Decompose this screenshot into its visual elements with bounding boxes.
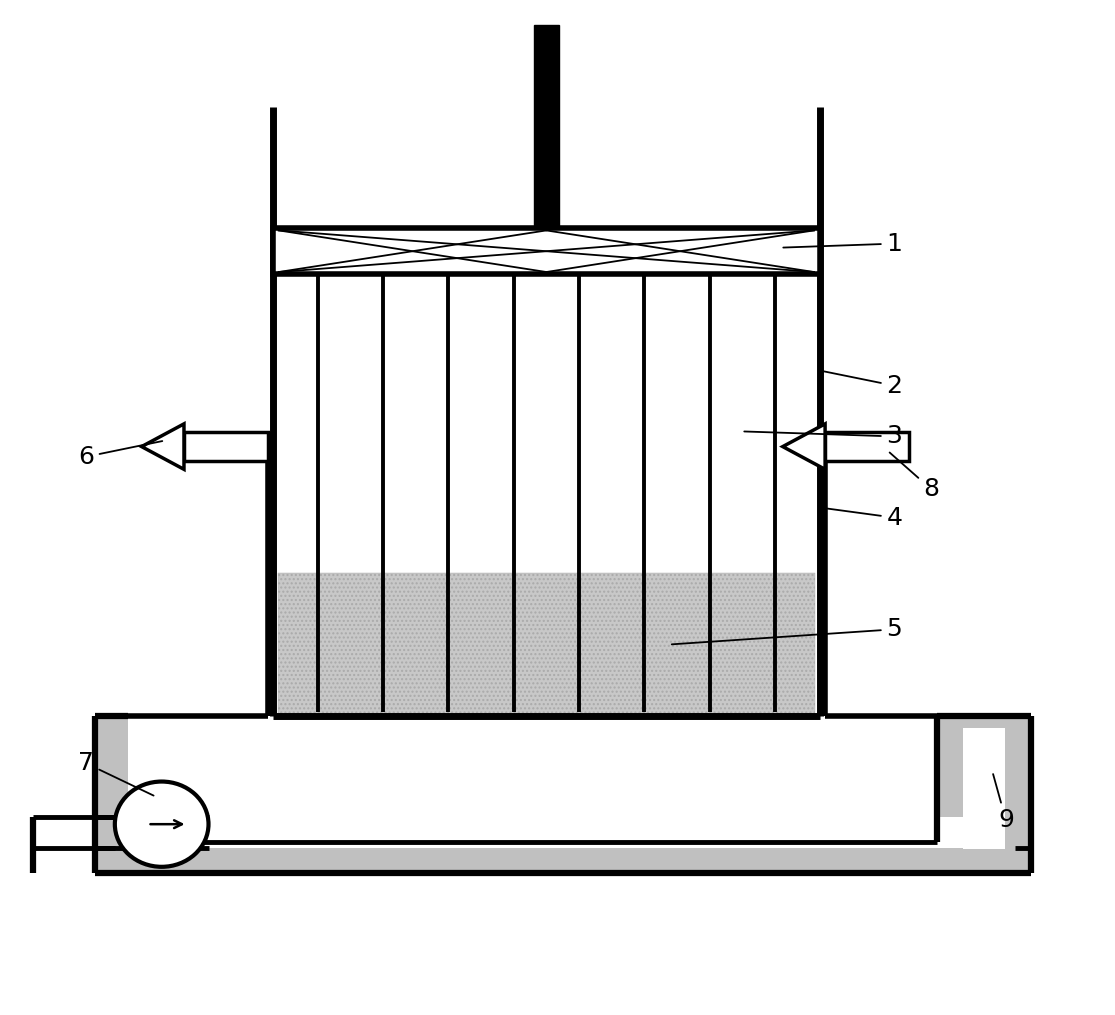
Bar: [95, 716, 1031, 873]
Bar: [278, 573, 815, 716]
Text: 7: 7: [78, 751, 154, 796]
Bar: [128, 817, 998, 848]
Bar: [273, 228, 820, 274]
Bar: [825, 432, 909, 461]
Text: 2: 2: [822, 371, 902, 398]
Text: 5: 5: [671, 617, 902, 645]
Text: 4: 4: [822, 505, 902, 530]
Polygon shape: [142, 424, 184, 469]
Bar: [963, 728, 1005, 849]
Text: 3: 3: [744, 424, 902, 449]
Text: 6: 6: [78, 442, 163, 469]
Bar: [278, 573, 815, 716]
Circle shape: [115, 782, 209, 867]
Text: 8: 8: [890, 453, 939, 501]
Bar: [184, 432, 268, 461]
Polygon shape: [783, 424, 825, 469]
Text: 9: 9: [993, 774, 1014, 832]
Bar: [128, 716, 937, 842]
Bar: [534, 25, 559, 228]
Text: 1: 1: [783, 231, 902, 256]
Bar: [937, 716, 1031, 873]
